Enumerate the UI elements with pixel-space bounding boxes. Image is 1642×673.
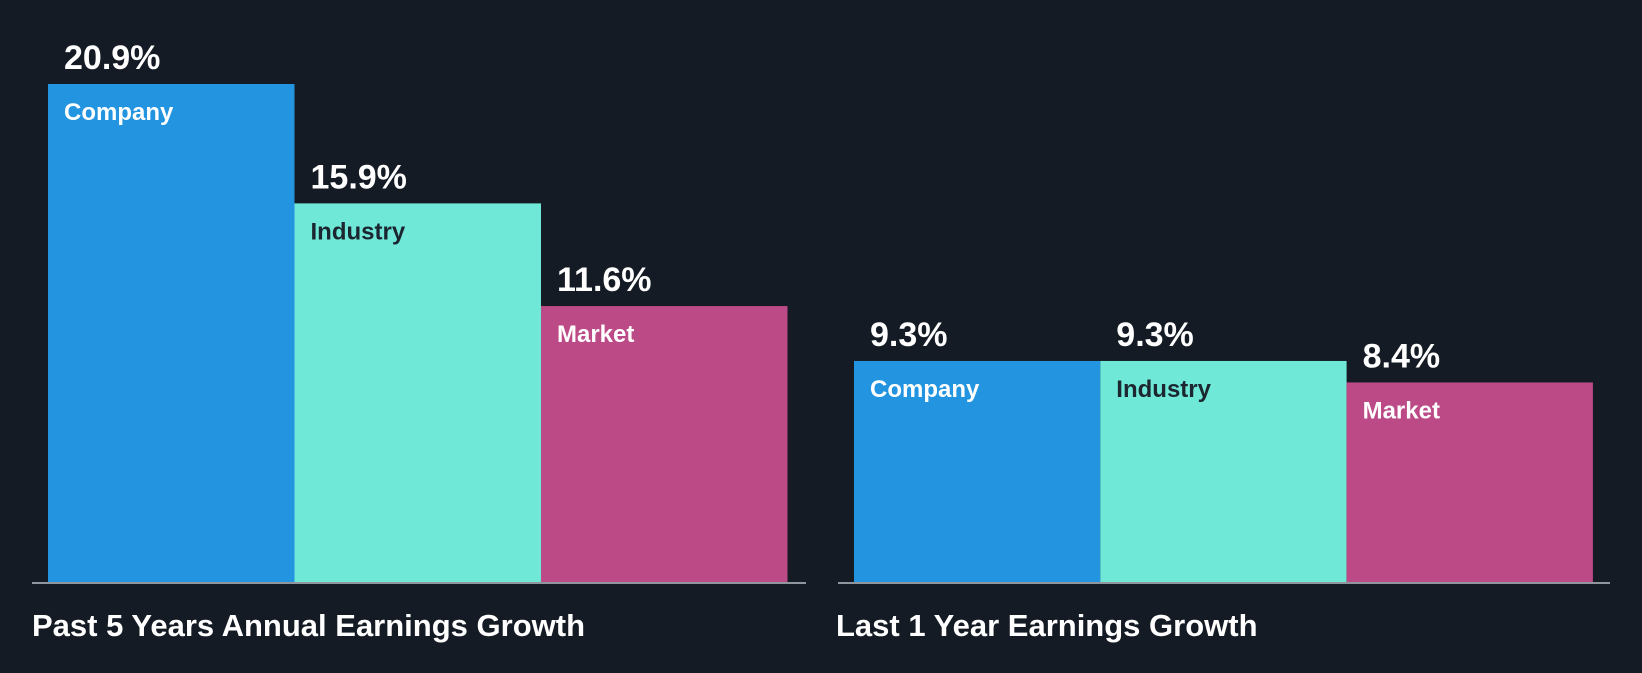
last-1-year-bar-company — [854, 360, 1101, 583]
past-5-years-value-label-market: 11.6% — [557, 261, 652, 299]
last-1-year-bar-label-company: Company — [870, 376, 980, 403]
past-5-years-value-label-company: 20.9% — [64, 39, 160, 77]
past-5-years-bar-label-market: Market — [557, 321, 634, 348]
past-5-years-panel: Company 20.9% Industry 15.9% Market 11.6% — [32, 39, 806, 584]
past-5-years-title: Past 5 Years Annual Earnings Growth — [32, 608, 585, 643]
past-5-years-value-label-industry: 15.9% — [311, 158, 407, 196]
past-5-years-bar-company — [48, 84, 295, 583]
last-1-year-bar-label-market: Market — [1363, 397, 1440, 424]
last-1-year-bar-label-industry: Industry — [1116, 376, 1211, 403]
last-1-year-bar-market — [1346, 382, 1593, 583]
last-1-year-value-label-company: 9.3% — [870, 316, 948, 354]
past-5-years-bar-market — [541, 306, 788, 583]
last-1-year-value-label-industry: 9.3% — [1116, 316, 1194, 354]
last-1-year-bar-industry — [1100, 360, 1347, 583]
last-1-year-title: Last 1 Year Earnings Growth — [836, 608, 1258, 643]
past-5-years-bar-industry — [294, 203, 541, 583]
last-1-year-value-label-market: 8.4% — [1363, 337, 1441, 375]
past-5-years-bar-label-company: Company — [64, 99, 174, 126]
past-5-years-bar-label-industry: Industry — [311, 218, 406, 245]
last-1-year-panel: Company 9.3% Industry 9.3% Market 8.4% — [838, 316, 1610, 584]
